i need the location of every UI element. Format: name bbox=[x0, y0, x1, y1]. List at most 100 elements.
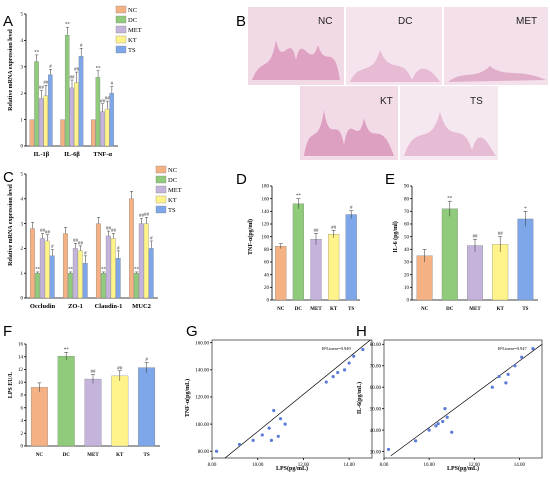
d-significance-label: ** bbox=[296, 194, 302, 199]
tile-label-nc: NC bbox=[318, 16, 332, 27]
a-bar-nc bbox=[29, 119, 35, 147]
a-legend-label-nc: NC bbox=[128, 7, 137, 14]
f-ytick-label: 8 bbox=[21, 394, 24, 399]
panel-letter-g: G bbox=[186, 323, 198, 340]
c-legend-swatch-met bbox=[155, 185, 167, 194]
c-bar-nc bbox=[128, 198, 134, 299]
c-xtick-label: MUC2 bbox=[132, 303, 151, 310]
h-ylabel: IL-6(pg/mL) bbox=[356, 382, 363, 414]
d-bar-ts bbox=[345, 214, 357, 301]
d-ytick-label: 0 bbox=[267, 299, 270, 304]
a-xtick-label: TNF-α bbox=[93, 151, 112, 158]
tile-label-ts: TS bbox=[470, 96, 483, 107]
c-bar-dc bbox=[67, 273, 73, 299]
d-ytick-label: 100 bbox=[262, 235, 270, 240]
e-bar-kt bbox=[492, 244, 509, 301]
c-xtick-label: ZO-1 bbox=[68, 303, 83, 310]
f-ytick-label: 0 bbox=[21, 445, 24, 450]
g-scatter-point bbox=[283, 422, 287, 426]
g-ylabel: TNF-α(pg/mL) bbox=[184, 379, 191, 417]
a-significance-label: # bbox=[80, 44, 83, 49]
c-bar-dc bbox=[34, 273, 40, 299]
a-ytick-label: 3 bbox=[21, 66, 24, 71]
e-ytick-label: 10 bbox=[404, 286, 410, 291]
f-bar-nc bbox=[30, 387, 48, 447]
c-bar-ts bbox=[115, 258, 121, 299]
a-bar-dc bbox=[95, 77, 101, 147]
c-significance-label: ** bbox=[134, 267, 140, 272]
f-ytick-label: 4 bbox=[21, 419, 24, 424]
d-xtick-label: KT bbox=[330, 307, 338, 312]
g-ytick-label: 120.00 bbox=[195, 396, 209, 401]
h-scatter-point bbox=[414, 439, 418, 443]
c-ytick-label: 1 bbox=[21, 272, 24, 277]
f-significance-label: ## bbox=[117, 366, 123, 371]
a-xtick-label: IL-1β bbox=[33, 151, 49, 158]
a-legend-swatch-dc bbox=[115, 15, 127, 24]
g-ytick-label: 100.00 bbox=[195, 423, 209, 428]
h-scatter-point bbox=[520, 355, 524, 359]
f-xtick-label: DC bbox=[63, 453, 71, 458]
h-scatter-point bbox=[504, 381, 508, 385]
f-xtick-label: TS bbox=[144, 453, 150, 458]
panel-letter-f: F bbox=[3, 323, 12, 340]
f-xtick-label: NC bbox=[36, 453, 44, 458]
a-bar-ts bbox=[48, 74, 53, 147]
f-significance-label: ## bbox=[91, 370, 97, 375]
c-bar-nc bbox=[29, 228, 35, 299]
e-xtick-label: DC bbox=[446, 307, 454, 312]
h-scatter-point bbox=[386, 447, 391, 452]
panel-letter-d: D bbox=[236, 171, 247, 188]
e-ytick-label: 60 bbox=[404, 223, 410, 228]
a-bar-dc bbox=[64, 34, 70, 147]
g-scatter-point bbox=[361, 347, 365, 352]
panel-letter-b: B bbox=[236, 13, 246, 30]
c-significance-label: # bbox=[51, 245, 54, 250]
c-significance-label: # bbox=[150, 236, 153, 241]
f-bar-kt bbox=[111, 375, 129, 447]
d-bar-nc bbox=[275, 246, 287, 301]
panel-letter-h: H bbox=[356, 323, 367, 340]
a-bar-nc bbox=[91, 119, 96, 147]
h-scatter-point bbox=[497, 374, 501, 379]
c-bar-kt bbox=[77, 250, 83, 299]
d-xtick-label: NC bbox=[277, 307, 285, 312]
g-scatter-point bbox=[272, 408, 276, 413]
f-ytick-label: 12 bbox=[18, 368, 24, 373]
h-scatter-point bbox=[427, 428, 431, 432]
e-ytick-label: 30 bbox=[404, 261, 410, 266]
a-legend-swatch-ts bbox=[115, 45, 127, 54]
g-scatter-point bbox=[278, 417, 283, 421]
a-significance-label: # bbox=[49, 65, 52, 70]
c-ylabel: Relative mRNA expression level bbox=[8, 184, 14, 266]
a-significance-label: ** bbox=[96, 66, 102, 71]
g-scatter-point bbox=[214, 449, 219, 453]
h-ytick-label: 40.00 bbox=[370, 429, 382, 434]
h-ytick-label: 50.00 bbox=[370, 407, 382, 412]
e-bar-ts bbox=[517, 218, 534, 301]
g-scatter-point bbox=[324, 380, 328, 384]
h-scatter-point bbox=[450, 430, 454, 434]
e-ytick-label: 0 bbox=[407, 299, 410, 304]
c-significance-label: ## bbox=[45, 230, 51, 235]
g-scatter-point bbox=[347, 361, 351, 365]
c-significance-label: # bbox=[117, 246, 120, 251]
a-ytick-label: 0 bbox=[21, 145, 24, 150]
c-bar-kt bbox=[143, 223, 149, 299]
e-xtick-label: MET bbox=[469, 307, 481, 312]
c-legend-label-ts: TS bbox=[168, 207, 176, 214]
e-significance-label: ## bbox=[473, 235, 479, 240]
c-bar-met bbox=[105, 235, 111, 299]
g-scatter-point bbox=[251, 438, 255, 442]
a-bar-nc bbox=[60, 119, 65, 147]
tissue-folds-met bbox=[448, 66, 546, 82]
c-bar-ts bbox=[82, 263, 88, 299]
c-significance-label: ** bbox=[35, 267, 41, 272]
panel-letter-c: C bbox=[3, 169, 14, 186]
e-significance-label: ## bbox=[498, 232, 504, 237]
e-ytick-label: 40 bbox=[404, 248, 410, 253]
g-scatter-point bbox=[336, 370, 340, 375]
d-ytick-label: 80 bbox=[264, 248, 270, 253]
a-legend-swatch-kt bbox=[115, 35, 127, 44]
g-scatter-point bbox=[352, 354, 356, 358]
